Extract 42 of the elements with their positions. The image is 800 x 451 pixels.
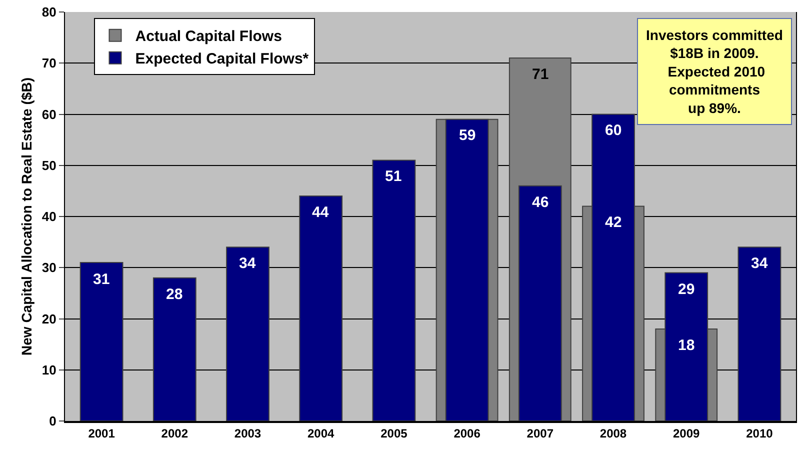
data-label: 60 <box>605 122 622 139</box>
x-tick-label: 2005 <box>380 426 408 440</box>
y-tick-label: 60 <box>42 106 56 122</box>
bar <box>738 246 782 421</box>
data-label: 44 <box>312 204 330 221</box>
x-tick-label: 2006 <box>454 426 481 440</box>
y-tick-label: 0 <box>49 414 56 429</box>
bar <box>226 246 270 421</box>
x-tick-label: 2003 <box>234 426 262 440</box>
x-tick-label: 2002 <box>161 426 188 440</box>
x-tick-label: 2010 <box>746 426 774 440</box>
y-axis-title: New Capital Allocation to Real Estate ($B) <box>18 78 35 356</box>
data-label: 31 <box>93 271 110 288</box>
data-label: 34 <box>239 255 256 272</box>
legend-label: Expected Capital Flows* <box>135 50 309 68</box>
data-label: 71 <box>532 66 549 83</box>
bar <box>372 160 416 421</box>
data-label: 18 <box>678 337 695 354</box>
y-tick-label: 30 <box>42 260 56 276</box>
legend-label: Actual Capital Flows <box>135 28 282 46</box>
x-tick-label: 2009 <box>673 426 700 440</box>
annotation: Investors committed $18B in 2009. Expected 2010 commitments up 89%. <box>646 27 783 116</box>
y-tick-label: 40 <box>42 209 56 224</box>
y-tick-label: 50 <box>42 158 56 173</box>
data-label: 51 <box>385 168 402 185</box>
data-label: 34 <box>751 255 768 272</box>
x-tick-label: 2004 <box>308 426 335 440</box>
bar <box>152 277 196 421</box>
data-label: 46 <box>532 194 549 211</box>
data-label: 28 <box>166 286 183 303</box>
bar <box>299 196 343 421</box>
data-label: 29 <box>678 281 695 298</box>
y-tick-label: 80 <box>42 4 56 20</box>
y-tick-label: 20 <box>42 311 56 326</box>
data-label: 59 <box>459 127 476 144</box>
x-tick-label: 2008 <box>600 426 627 440</box>
x-tick-label: 2001 <box>88 426 116 440</box>
x-tick-label: 2007 <box>526 426 554 440</box>
y-tick-label: 70 <box>42 56 56 71</box>
y-tick-label: 10 <box>42 362 56 378</box>
data-label: 42 <box>605 214 622 231</box>
bar <box>80 262 124 421</box>
